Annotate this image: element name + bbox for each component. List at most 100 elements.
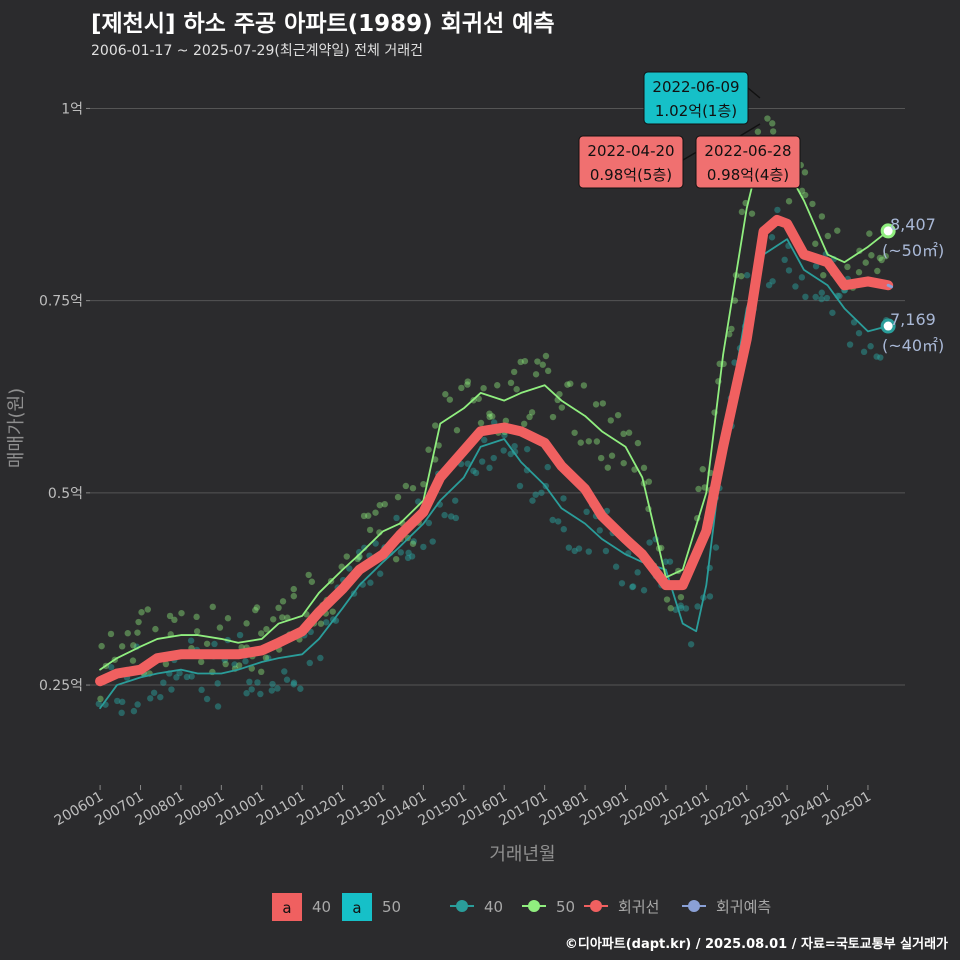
trade-point <box>549 516 556 524</box>
end-value-50: 8,407 <box>890 215 936 234</box>
trade-point <box>107 630 115 638</box>
trade-point <box>107 663 115 671</box>
trade-point <box>846 341 854 348</box>
trade-point <box>820 272 827 279</box>
trade-point <box>726 331 733 338</box>
trade-point <box>802 293 809 301</box>
trade-point <box>420 543 427 551</box>
trade-point <box>634 569 641 576</box>
trade-point <box>834 227 841 234</box>
trade-point <box>542 352 550 360</box>
trade-point <box>425 519 433 527</box>
trade-point <box>458 384 465 392</box>
trade-point <box>317 654 324 662</box>
trade-point <box>269 680 276 688</box>
trade-point <box>666 558 674 565</box>
trade-point <box>376 570 384 577</box>
trade-point <box>464 381 471 388</box>
trade-point <box>596 527 603 534</box>
trade-point <box>275 604 282 612</box>
trade-point <box>263 625 270 633</box>
annotation-price: 0.98억(4층) <box>707 166 789 184</box>
trade-point <box>183 673 191 681</box>
trade-point <box>877 354 884 361</box>
trade-point <box>583 508 590 516</box>
trade-point <box>558 404 566 411</box>
y-tick-label: 0.25억 <box>39 678 83 694</box>
trade-point <box>157 693 164 701</box>
annotation-box <box>695 135 801 189</box>
page-title: [제천시] 하소 주공 아파트(1989) 회귀선 예측 <box>91 11 555 37</box>
trade-point <box>517 358 524 366</box>
trade-point <box>268 687 275 694</box>
trade-point <box>812 293 819 301</box>
grid-lines <box>90 107 905 686</box>
trade-point <box>625 429 633 436</box>
trade-point <box>571 429 578 436</box>
trade-point <box>602 547 610 555</box>
trade-point <box>420 480 427 488</box>
trade-point <box>585 438 592 445</box>
trade-point <box>135 618 142 626</box>
trade-point <box>464 460 472 467</box>
trade-point <box>486 413 493 421</box>
trade-point <box>564 381 571 388</box>
trade-point <box>565 544 573 551</box>
trade-point <box>317 620 325 627</box>
end-area-40: (~40㎡) <box>882 336 944 355</box>
trade-point <box>640 587 648 594</box>
trade-point <box>224 615 232 622</box>
trade-point <box>528 409 536 416</box>
trade-point <box>640 464 648 472</box>
trade-point <box>554 518 562 525</box>
trade-point <box>501 431 508 439</box>
trade-point <box>160 679 167 686</box>
trade-point <box>308 578 316 585</box>
trade-point <box>188 673 195 680</box>
trade-point <box>876 254 884 262</box>
trade-point <box>481 436 488 444</box>
trade-point <box>500 447 507 454</box>
end-value-40: 7,169 <box>890 310 936 329</box>
regression-line <box>95 214 894 687</box>
trade-point <box>254 679 261 686</box>
trade-point <box>372 540 379 547</box>
trade-point <box>663 596 671 603</box>
trade-point <box>442 391 449 398</box>
trade-point <box>446 396 454 403</box>
trade-point <box>279 614 286 621</box>
trade-point <box>618 580 626 587</box>
trade-point <box>868 252 875 259</box>
trade-point <box>645 478 653 485</box>
trade-point <box>824 232 832 240</box>
trade-point <box>667 605 674 612</box>
trade-point <box>878 256 885 264</box>
trade-point <box>801 191 809 199</box>
trade-point <box>567 380 574 387</box>
trade-point <box>818 295 825 303</box>
legend: a 40 a 50 40 50 회귀선 회귀예측 <box>272 893 771 921</box>
trade-point <box>798 274 806 281</box>
trade-point <box>620 459 627 467</box>
annotations: 8,407 (~50㎡) 7,169 (~40㎡) 2022-06-09 1.02억(1층… <box>578 71 944 355</box>
trade-point <box>634 439 642 447</box>
y-tick-label: 1억 <box>61 101 83 117</box>
end-point-50 <box>880 223 896 239</box>
trade-point <box>850 319 858 326</box>
trade-point <box>539 361 546 368</box>
trade-point <box>769 120 776 127</box>
trade-point <box>216 624 224 631</box>
trade-point <box>866 230 873 237</box>
trade-point <box>646 539 653 546</box>
trade-point <box>130 642 137 649</box>
trade-point <box>452 497 459 504</box>
trade-point <box>874 267 881 275</box>
trade-point <box>281 668 288 675</box>
trade-point <box>585 548 592 555</box>
end-point-40 <box>880 318 896 334</box>
trade-point <box>844 263 851 271</box>
legend-series-label: 회귀선 <box>618 898 659 916</box>
trade-point <box>855 269 863 276</box>
trade-point <box>138 609 145 616</box>
